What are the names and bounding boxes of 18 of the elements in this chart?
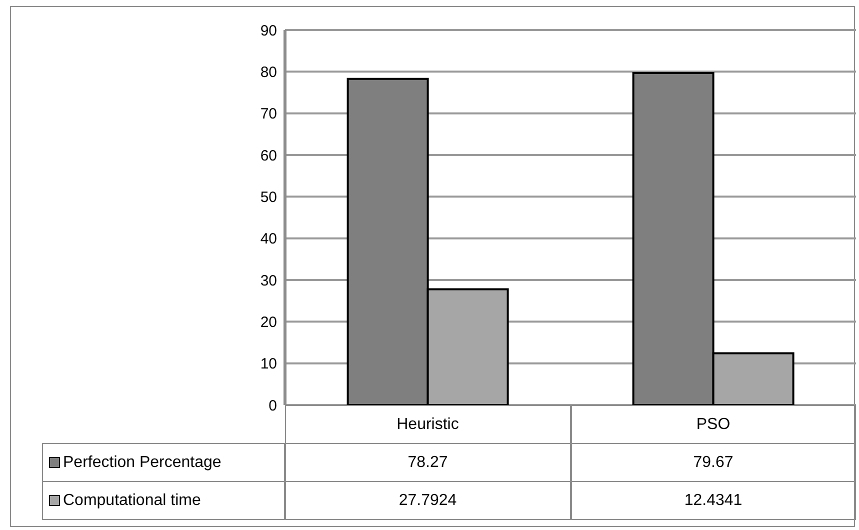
data-label: 79.67: [570, 443, 856, 482]
y-tick-label: 40: [260, 230, 277, 248]
legend-label: Perfection Percentage: [42, 443, 285, 482]
y-tick-label: 0: [268, 397, 277, 414]
data-label: 78.27: [285, 443, 570, 482]
y-tick-label: 50: [260, 188, 277, 206]
y-tick-label: 30: [260, 272, 277, 290]
y-tick-label: 70: [260, 106, 277, 123]
y-tick-label: 60: [260, 147, 277, 164]
x-tick-label: PSO: [570, 405, 856, 444]
y-tick-label: 20: [260, 314, 277, 331]
data-label: 27.7924: [285, 481, 570, 520]
legend-label: Computational time: [42, 481, 285, 520]
data-label: 12.4341: [570, 481, 856, 520]
x-tick-label: Heuristic: [285, 405, 570, 444]
y-tick-label: 90: [260, 22, 277, 40]
y-tick-label: 10: [260, 356, 277, 373]
y-tick-label: 80: [260, 64, 277, 81]
